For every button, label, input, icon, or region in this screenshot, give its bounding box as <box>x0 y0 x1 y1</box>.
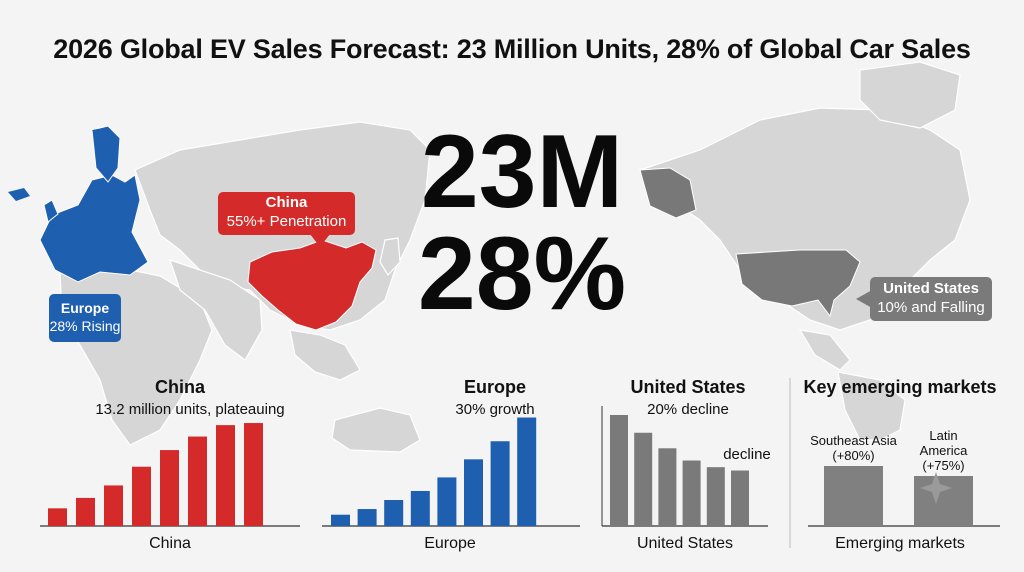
europe-bar-2 <box>384 500 404 526</box>
greenland-landmass <box>859 61 961 129</box>
page-title: 2026 Global EV Sales Forecast: 23 Millio… <box>53 34 971 64</box>
us-bar-0 <box>610 415 628 526</box>
arctic-islands-region <box>92 128 110 138</box>
emerging-chart-xlabel: Emerging markets <box>835 535 965 552</box>
europe-bar-4 <box>437 477 457 526</box>
europe-bar-3 <box>410 490 430 526</box>
china-region <box>247 239 377 331</box>
us-chart-xlabel: United States <box>636 535 734 552</box>
south-america-landmass <box>837 371 906 441</box>
china-chart-subtitle: 13.2 million units, plateauing <box>95 401 285 418</box>
callout-china-name: China <box>265 194 308 211</box>
us-bar-4 <box>706 467 725 526</box>
headline-units: 23M <box>420 114 624 230</box>
callout-china-pointer <box>310 234 330 247</box>
australia-landmass <box>331 407 421 453</box>
china-bar-5 <box>188 436 207 526</box>
china-bar-7 <box>244 423 263 526</box>
callout-europe-name: Europe <box>60 300 110 316</box>
emerging-category-label-1-1: America <box>920 443 968 458</box>
headline-share: 28% <box>417 216 627 332</box>
china-chart-xlabel: China <box>149 535 191 552</box>
iceland-region <box>8 188 30 201</box>
china-bar-1 <box>76 497 95 526</box>
callout-china: China 55%+ Penetration <box>218 192 355 235</box>
china-bar-2 <box>104 485 123 526</box>
europe-bar-5 <box>464 459 483 526</box>
us-bar-1 <box>634 432 653 526</box>
emerging-bar-1 <box>914 476 973 526</box>
emerging-category-label-0-0: Southeast Asia <box>810 433 897 448</box>
callout-us: United States 10% and Falling <box>870 277 992 321</box>
china-bar-6 <box>216 425 235 526</box>
europe-bar-0 <box>331 514 350 526</box>
china-bar-0 <box>48 508 67 526</box>
alaska-region <box>639 167 697 219</box>
callout-china-text: 55%+ Penetration <box>226 212 347 230</box>
callout-us-text: 10% and Falling <box>877 298 985 316</box>
us-chart-subtitle: 20% decline <box>647 401 729 418</box>
europe-chart-xlabel: Europe <box>424 535 476 552</box>
india-landmass <box>169 259 263 361</box>
europe-bar-6 <box>490 441 510 526</box>
emerging-category-label-1-2: (+75%) <box>922 458 964 473</box>
emerging-category-label-1-0: Latin <box>929 428 957 443</box>
uk-region <box>43 199 59 223</box>
europe-chart-subtitle: 30% growth <box>455 401 535 418</box>
central-america-landmass <box>798 329 851 371</box>
us-chart-annotation: decline <box>723 446 771 463</box>
emerging-category-label-0-1: (+80%) <box>832 448 874 463</box>
china-bar-4 <box>160 450 179 526</box>
europe-bar-1 <box>357 509 377 526</box>
callout-us-name: United States <box>883 280 979 297</box>
us-bar-3 <box>682 460 701 526</box>
us-bar-2 <box>658 448 677 526</box>
scandinavia-region <box>91 125 121 183</box>
europe-chart-title: Europe <box>463 377 526 397</box>
us-bar-5 <box>731 470 749 526</box>
southeast-asia-landmass <box>289 329 361 381</box>
emerging-chart-title: Key emerging markets <box>803 377 997 397</box>
callout-europe-text: 28% Rising <box>49 317 121 334</box>
japan-landmass <box>379 237 401 276</box>
europe-bar-7 <box>517 417 537 526</box>
callout-us-pointer <box>856 290 872 308</box>
callout-europe: Europe 28% Rising <box>49 294 121 342</box>
europe-region <box>39 174 149 283</box>
china-chart-title: China <box>154 377 205 397</box>
china-bar-3 <box>132 466 151 526</box>
emerging-bar-0 <box>824 466 883 526</box>
us-region <box>735 249 861 318</box>
us-chart-title: United States <box>630 377 746 397</box>
sparkle-icon <box>920 472 952 504</box>
